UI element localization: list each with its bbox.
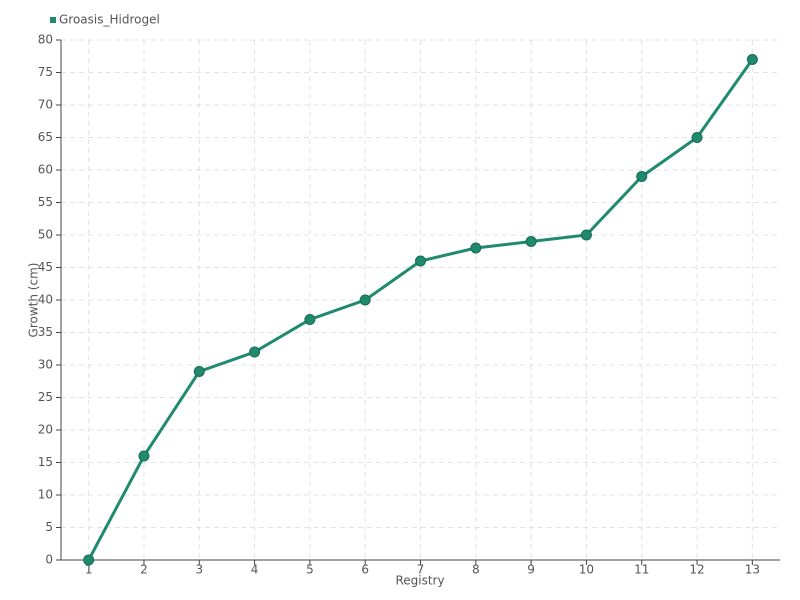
y-tick-label: 20 <box>38 423 53 437</box>
y-tick-label: 55 <box>38 195 53 209</box>
y-tick-label: 10 <box>38 488 53 502</box>
y-tick-label: 80 <box>38 33 53 47</box>
data-point <box>415 255 426 267</box>
y-tick-label: 60 <box>38 163 53 177</box>
data-point <box>470 242 482 254</box>
x-tick-label: 1 <box>85 563 93 577</box>
y-tick-label: 0 <box>45 553 53 567</box>
legend-label: Groasis_Hidrogel <box>59 13 160 27</box>
y-tick-label: 15 <box>38 455 53 469</box>
data-point <box>525 236 537 247</box>
data-point <box>580 229 592 241</box>
data-point <box>304 314 316 325</box>
legend-swatch <box>50 17 56 23</box>
x-tick-label: 11 <box>634 563 649 577</box>
x-tick-label: 7 <box>417 563 425 577</box>
data-point <box>359 294 371 306</box>
y-axis-label: Growth (cm) <box>27 263 41 338</box>
data-point <box>249 346 261 358</box>
x-tick-label: 6 <box>361 563 369 577</box>
y-tick-label: 45 <box>38 260 53 274</box>
y-tick-label: 50 <box>38 228 53 242</box>
y-tick-label: 70 <box>38 98 53 112</box>
x-tick-label: 2 <box>140 563 148 577</box>
y-tick-label: 35 <box>38 325 53 339</box>
x-tick-label: 8 <box>472 563 480 577</box>
x-tick-label: 13 <box>745 563 760 577</box>
data-point <box>636 171 648 182</box>
x-tick-label: 3 <box>195 563 203 577</box>
x-tick-label: 12 <box>689 563 704 577</box>
y-tick-label: 40 <box>38 293 53 307</box>
x-tick-label: 5 <box>306 563 314 577</box>
y-tick-label: 25 <box>38 390 53 404</box>
data-point <box>193 366 205 377</box>
y-tick-label: 5 <box>45 520 53 534</box>
x-tick-label: 10 <box>579 563 594 577</box>
data-point <box>83 554 95 566</box>
x-axis-label: Registry <box>395 574 444 588</box>
x-tick-label: 4 <box>251 563 259 577</box>
y-tick-label: 75 <box>38 65 53 79</box>
data-point <box>691 132 703 143</box>
y-tick-label: 30 <box>38 358 53 372</box>
data-point <box>746 54 758 65</box>
x-tick-label: 9 <box>527 563 535 577</box>
y-tick-label: 65 <box>38 130 53 144</box>
data-point <box>138 450 150 462</box>
